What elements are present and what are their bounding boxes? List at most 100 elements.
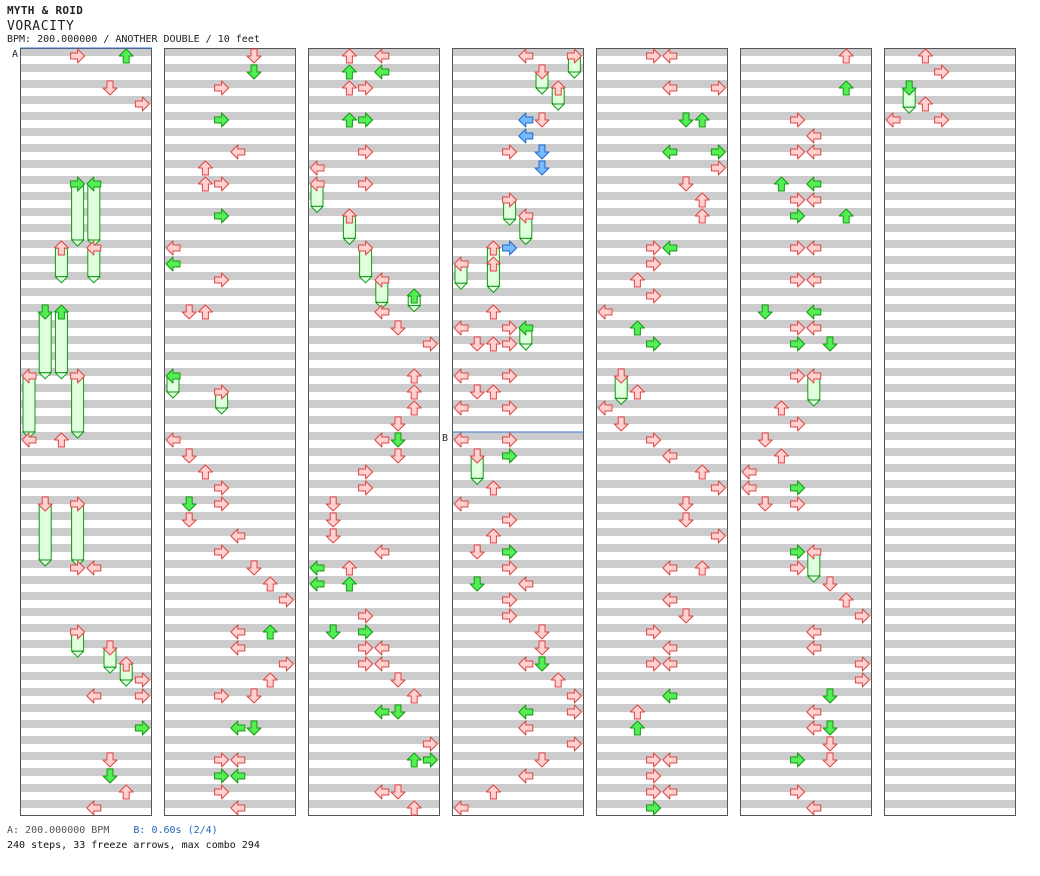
beat-stripe (20, 688, 152, 696)
step-arrow-left-icon (86, 688, 102, 704)
freeze-arrow-tail (550, 103, 566, 111)
step-arrow-left-icon (597, 400, 613, 416)
beat-stripe (596, 704, 728, 712)
beat-stripe (308, 224, 440, 232)
beat-stripe (452, 784, 584, 792)
chart-column (164, 48, 296, 816)
beat-stripe (884, 544, 1016, 552)
step-arrow-up-icon (341, 48, 357, 64)
beat-stripe (308, 128, 440, 136)
song-artist: MYTH & ROID (7, 4, 84, 17)
beat-stripe (596, 592, 728, 600)
step-arrow-up-icon (629, 272, 645, 288)
step-arrow-up-icon (118, 784, 134, 800)
beat-stripe (452, 608, 584, 616)
freeze-arrow-tail (486, 285, 501, 294)
step-arrow-up-icon (838, 592, 854, 608)
step-arrow-down-icon (390, 448, 406, 464)
beat-stripe (740, 720, 872, 728)
beat-stripe (164, 576, 296, 584)
beat-stripe (452, 480, 584, 488)
beat-stripe (740, 768, 872, 776)
beat-stripe (596, 800, 728, 808)
step-arrow-left-icon (741, 464, 757, 480)
beat-stripe (740, 640, 872, 648)
step-arrow-left-icon (518, 768, 534, 784)
beat-stripe (596, 512, 728, 520)
step-arrow-left-icon (518, 48, 534, 64)
beat-stripe (452, 336, 584, 344)
step-arrow-up-icon (341, 208, 357, 224)
step-arrow-left-icon (806, 176, 822, 192)
beat-stripe (884, 144, 1016, 152)
step-arrow-right-icon (214, 384, 230, 400)
freeze-arrow-tail (518, 237, 534, 246)
beat-stripe (164, 352, 296, 360)
step-arrow-down-icon (181, 496, 197, 512)
freeze-arrow-tail (342, 237, 357, 246)
step-arrow-down-icon (181, 448, 197, 464)
beat-stripe (452, 288, 584, 296)
chart-column (884, 48, 1016, 816)
beat-stripe (740, 352, 872, 360)
step-arrow-up-icon (629, 720, 645, 736)
step-arrow-left-icon (597, 304, 613, 320)
beat-stripe (596, 480, 728, 488)
step-arrow-down-icon (390, 416, 406, 432)
beat-stripe (20, 160, 152, 168)
beat-stripe (596, 128, 728, 136)
step-arrow-right-icon (710, 160, 726, 176)
step-arrow-right-icon (646, 752, 662, 768)
beat-stripe (308, 464, 440, 472)
beat-stripe (740, 624, 872, 632)
step-arrow-left-icon (309, 560, 325, 576)
beat-stripe (20, 640, 152, 648)
beat-stripe (164, 336, 296, 344)
step-arrow-right-icon (646, 800, 662, 816)
step-arrow-right-icon (422, 752, 438, 768)
beat-stripe (740, 64, 872, 72)
step-arrow-right-icon (134, 96, 150, 112)
beat-stripe (452, 768, 584, 776)
step-arrow-right-icon (70, 176, 86, 192)
beat-stripe (164, 464, 296, 472)
beat-stripe (308, 496, 440, 504)
freeze-arrow-tail (806, 399, 822, 407)
beat-stripe (740, 112, 872, 120)
step-arrow-left-icon (662, 752, 678, 768)
step-arrow-right-icon (502, 368, 518, 384)
step-arrow-down-icon (613, 368, 629, 384)
beat-stripe (884, 96, 1016, 104)
step-arrow-down-icon (822, 576, 838, 592)
beat-stripe (308, 336, 440, 344)
beat-stripe (884, 224, 1016, 232)
step-arrow-up-icon (341, 560, 357, 576)
beat-stripe (740, 160, 872, 168)
step-arrow-right-icon (502, 592, 518, 608)
beat-stripe (596, 768, 728, 776)
step-arrow-right-icon (214, 176, 230, 192)
step-arrow-down-icon (37, 496, 53, 512)
beat-stripe (596, 48, 728, 56)
step-arrow-down-icon (534, 112, 550, 128)
step-arrow-down-icon (757, 304, 773, 320)
step-arrow-right-icon (790, 144, 806, 160)
beat-stripe (596, 64, 728, 72)
step-arrow-down-icon (534, 640, 550, 656)
beat-stripe (452, 400, 584, 408)
step-arrow-right-icon (358, 464, 374, 480)
step-arrow-up-icon (917, 48, 933, 64)
step-arrow-left-icon (806, 368, 822, 384)
beat-stripe (308, 704, 440, 712)
step-arrow-down-icon (469, 544, 485, 560)
step-arrow-right-icon (214, 544, 230, 560)
step-arrow-left-icon (518, 656, 534, 672)
beat-stripe (164, 512, 296, 520)
freeze-arrow-tail (70, 239, 85, 247)
step-arrow-right-icon (214, 496, 230, 512)
beat-stripe (20, 736, 152, 744)
beat-stripe (20, 48, 152, 56)
step-arrow-left-icon (21, 368, 37, 384)
beat-stripe (164, 304, 296, 312)
beat-stripe (20, 384, 152, 392)
